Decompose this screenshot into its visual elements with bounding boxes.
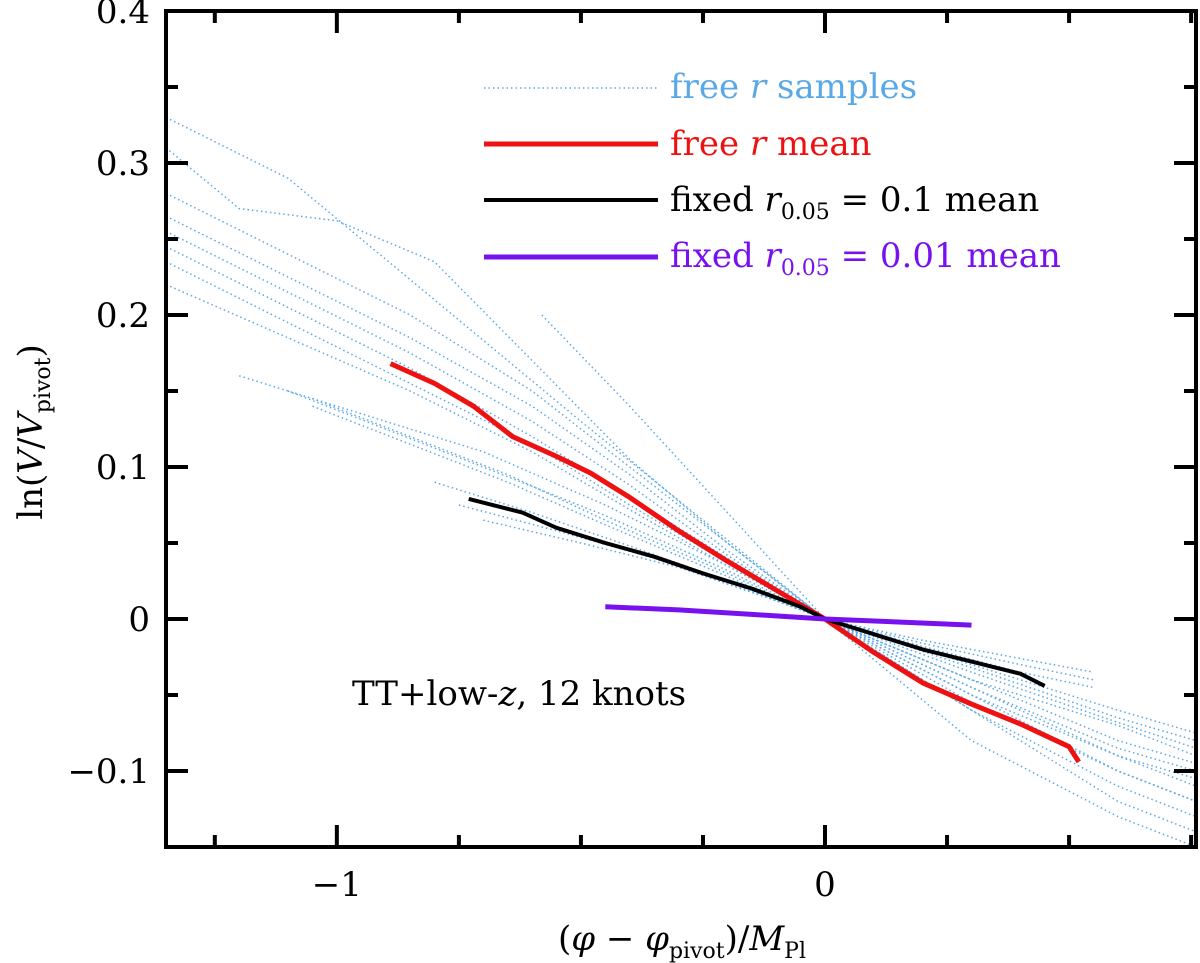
x-tick-label: −1: [312, 865, 362, 905]
series-layer: [389, 361, 1081, 764]
legend-label-free-mean: free r mean: [670, 124, 872, 164]
y-tick-label: 0: [128, 600, 150, 640]
series-line: [605, 604, 972, 628]
series-line: [468, 496, 1046, 688]
y-tick-label: −0.1: [67, 752, 150, 792]
sample-curve: [458, 504, 1094, 681]
sample-curve: [312, 405, 1196, 734]
y-tick-label: 0.1: [96, 448, 150, 488]
sample-curve: [166, 261, 1196, 765]
series-line: [389, 361, 1081, 764]
sample-curve: [312, 397, 1196, 742]
sample-curve: [287, 390, 1196, 749]
sample-curve: [166, 147, 1196, 803]
plot-frame: [164, 9, 1198, 849]
legend-label-fixed-01: fixed r0.05 = 0.1 mean: [670, 180, 1039, 225]
y-tick-label: 0.3: [96, 144, 150, 184]
legend-label-fixed-001: fixed r0.05 = 0.01 mean: [670, 236, 1061, 281]
x-axis-label: (φ − φpivot)/MPl: [558, 919, 806, 963]
annotation: TT+low-z, 12 knots: [352, 674, 686, 714]
tick-labels: 0.4 0.3 0.2 0.1 0 −0.1 −1 0: [67, 0, 835, 905]
y-tick-label: 0.4: [96, 0, 150, 32]
x-tick-label: 0: [814, 865, 836, 905]
sample-curve: [166, 283, 1196, 780]
sample-curve: [483, 519, 1094, 673]
legend: free r samples free r mean fixed r0.05 =…: [484, 67, 1061, 281]
legend-label-samples: free r samples: [670, 67, 917, 107]
y-axis-label: ln(V/Vpivot): [11, 344, 56, 520]
y-tick-label: 0.2: [96, 296, 150, 336]
